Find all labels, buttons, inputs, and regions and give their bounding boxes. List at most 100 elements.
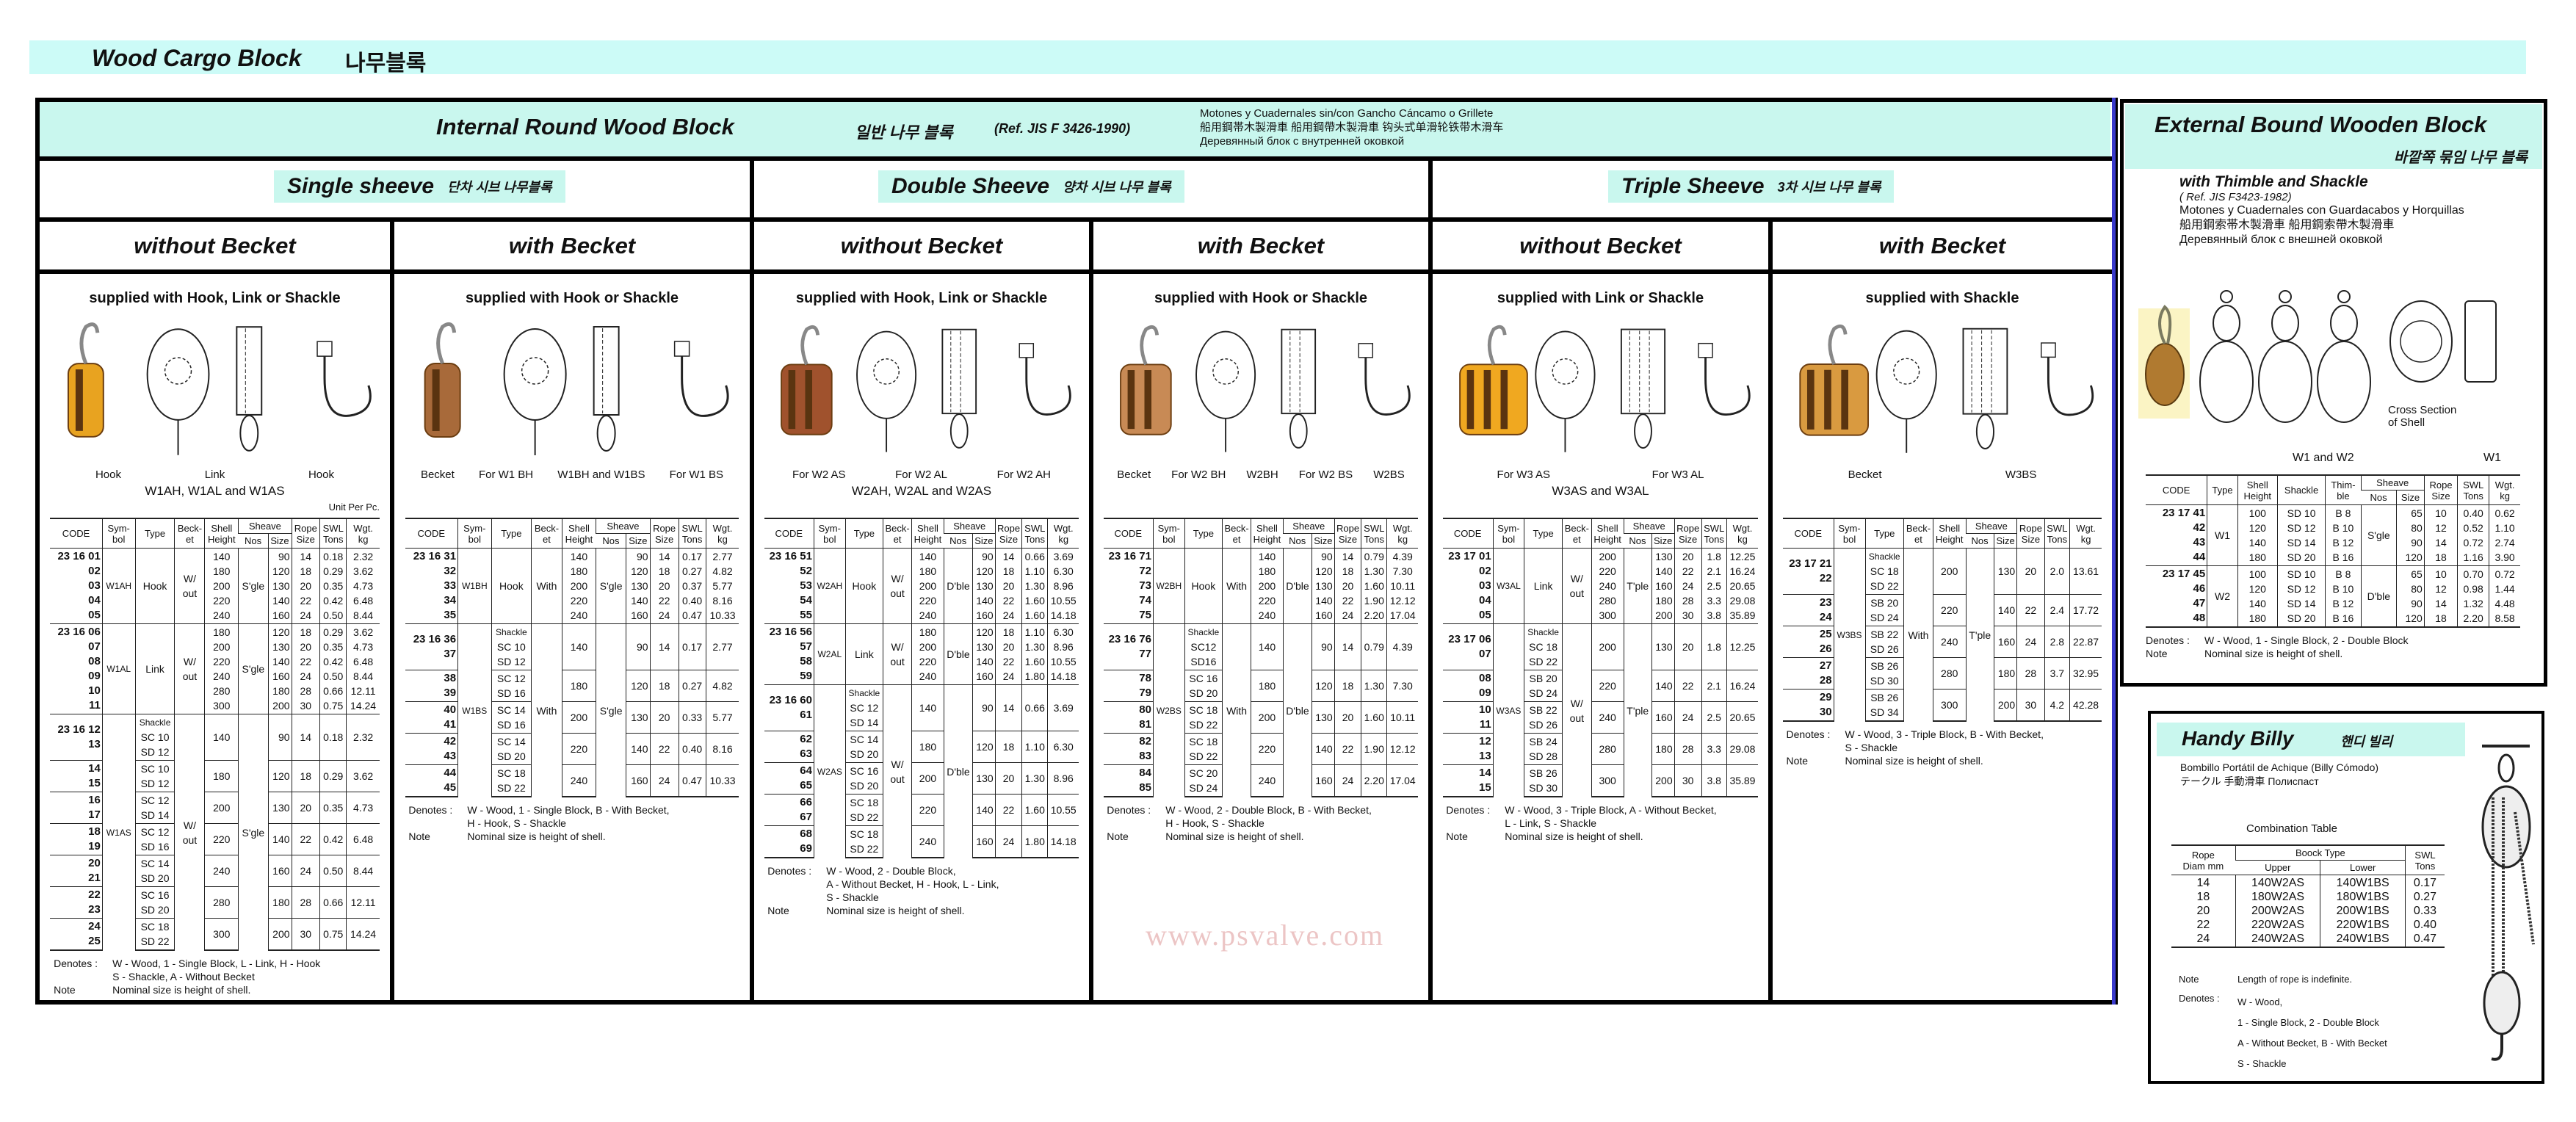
handy-title: Handy Billy: [2182, 727, 2294, 750]
cell-line: 0.42: [323, 656, 344, 667]
cell-code: 84 85: [1103, 764, 1154, 797]
cell-line: 0.50: [323, 609, 344, 621]
cell-shell: 200: [561, 701, 596, 734]
cell-becket: With: [1222, 548, 1251, 624]
col-symbol: Sym- bol: [1492, 518, 1524, 549]
cell-value: 180: [272, 897, 290, 908]
cell-swl: 0.17 0.27 0.33 0.40 0.47: [2405, 875, 2445, 948]
cell-wgt: 16.24: [1726, 670, 1759, 702]
cell-line: out: [890, 772, 905, 785]
cell-swl: 1.10 1.30 1.60 1.80: [1021, 623, 1048, 685]
multilang-jp-ru: テークル 手動滑車 Полиспаст: [2180, 775, 2319, 787]
cell-line: 35: [444, 609, 457, 621]
cell-size: 140: [1651, 670, 1675, 702]
cell-line: SD 14: [140, 809, 170, 821]
cell-line: 32: [444, 565, 457, 577]
cell-line: 140: [1655, 565, 1673, 577]
cell-shell: 220: [1591, 670, 1624, 702]
col-nos: Nos: [596, 533, 626, 549]
cell-line: Shackle: [496, 627, 527, 637]
cell-line: 29: [1819, 691, 1832, 703]
cell-rope: 20 22 24 28 30: [1674, 548, 1702, 624]
col-type: Type: [844, 518, 883, 549]
cell-value: D'ble: [947, 648, 970, 660]
cell-wgt: 3.69: [1047, 684, 1079, 731]
table-row: 29 30 SB 26 SD 34 300 200 30 4.2 42.28: [1782, 689, 2102, 722]
figure-caption: W3AS and W3AL: [1552, 484, 1649, 498]
cell-value: 0.27: [681, 680, 703, 692]
cell-line: SD 10: [2287, 568, 2316, 580]
cell-line: SD 12: [140, 746, 170, 758]
cell-line: 180: [2248, 612, 2266, 624]
cell-value: 140: [570, 641, 588, 653]
supplied-text: supplied with Hook, Link or Shackle: [89, 290, 341, 306]
cell-line: B 12: [2332, 598, 2354, 609]
multilang-ru: Деревянный блок с внешней оковкой: [2179, 234, 2383, 246]
col-type: Type: [1524, 518, 1563, 549]
cell-rope: 22: [291, 823, 320, 855]
col-symbol: Sym- bol: [813, 518, 846, 549]
cell-size: 120: [626, 670, 651, 702]
cell-size: 130: [972, 762, 996, 795]
cell-value: 140: [631, 743, 648, 755]
cell-value: 130: [1655, 641, 1673, 653]
cell-line: 180W2AS: [2251, 891, 2305, 903]
cell-value: W1BH: [461, 581, 488, 591]
cell-value: 12.12: [1389, 743, 1416, 755]
cell-line: 04: [1478, 594, 1491, 607]
cell-shell: 220: [911, 794, 944, 826]
cell-wgt: 12.12: [1386, 733, 1419, 765]
cell-line: 05: [88, 609, 101, 621]
cell-size: 200: [1651, 764, 1675, 797]
cell-code: 23 16 31 32 33 34 35: [405, 548, 458, 624]
cell-shell: 180 200 220 240 280 300: [204, 623, 239, 714]
cell-line: 30: [1682, 609, 1694, 621]
block-photo: [68, 363, 104, 438]
cell-becket: W/out: [883, 623, 912, 685]
cell-line: 10.55: [1050, 656, 1077, 667]
cell-line: 53: [800, 579, 812, 592]
cell-line: 20: [1682, 551, 1694, 562]
cell-line: 300: [213, 700, 231, 712]
internal-header: Internal Round Wood Block 일반 나무 블록 (Ref.…: [40, 102, 2110, 156]
cell-swl: 0.29 0.35 0.42 0.50 0.66 0.75: [319, 623, 347, 714]
col-becket: Beck- et: [883, 518, 912, 549]
cell-line: W/: [891, 641, 904, 653]
col-code: CODE: [405, 518, 458, 549]
cell-value: 18: [300, 770, 312, 782]
cell-rope: 14 18 20 22 24: [649, 548, 679, 624]
cell-wgt: 4.39: [1386, 623, 1419, 670]
cell-line: 0.66: [1024, 551, 1045, 562]
table-row: 64 65 SC 16 SD 20 200 130 20 1.30 8.96: [764, 762, 1079, 795]
cell-line: 18: [2435, 551, 2447, 563]
cell-line: 160: [976, 670, 994, 682]
cell-line: 35.89: [1729, 609, 1756, 621]
cell-size: 130 140 160 180 200: [1651, 548, 1675, 624]
combination-table: Rope Diam mm Boock Type SWL Tons Upper L…: [2171, 844, 2445, 948]
table-row: 62 63 SC 14 SD 20 180 120 18 1.10 6.30: [764, 731, 1079, 763]
cell-line: 2.1: [1707, 565, 1721, 577]
cell-value: 120: [272, 770, 290, 782]
cell-swl: 1.30: [1021, 762, 1048, 795]
cell-value: 3.7: [2049, 667, 2065, 679]
w1-label: W1: [2483, 452, 2501, 464]
cell-size: 65 80 90 120: [2396, 565, 2425, 628]
col-wgt: Wgt. kg: [1726, 518, 1759, 549]
combination-table-title: Combination Table: [2246, 822, 2337, 835]
cell-shackle: SD 10 SD 12 SD 14 SD 20: [2276, 504, 2326, 566]
cell-line: 220: [213, 656, 231, 667]
heading-text: with Becket: [1878, 232, 2006, 258]
handy-notes: Note Length of rope is indefinite. Denot…: [2179, 973, 2487, 1074]
cell-nos: T'ple: [1623, 548, 1652, 624]
cell-value: 160: [1315, 775, 1333, 786]
cell-swl: 0.29: [319, 760, 347, 792]
cell-line: 81: [1139, 718, 1151, 731]
cell-value: 1.8: [1707, 641, 1721, 653]
cell-wgt: 2.77: [705, 623, 739, 670]
cell-shell: 140 180 200 220 240: [911, 548, 944, 624]
divider: [1768, 217, 1773, 1002]
cell-line: 22: [1342, 595, 1354, 607]
cell-wgt: 7.30: [1386, 670, 1419, 702]
cell-line: 140: [1258, 551, 1276, 562]
cell-line: 23 17 06: [1448, 633, 1491, 645]
